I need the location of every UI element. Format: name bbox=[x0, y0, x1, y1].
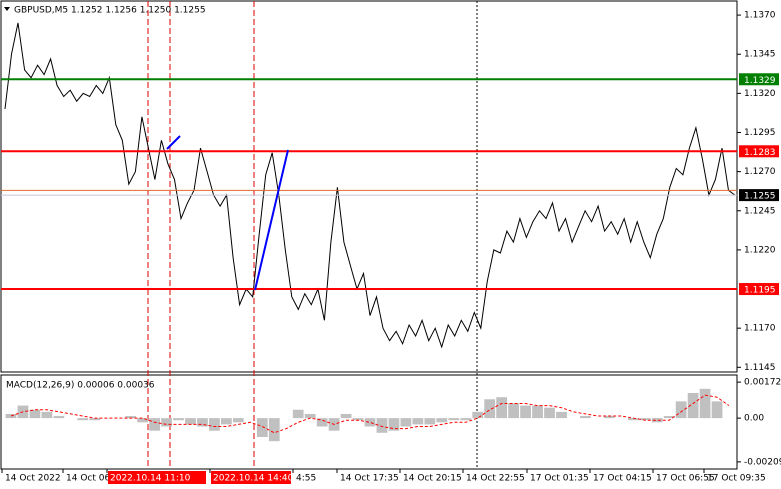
macd-bar bbox=[388, 418, 400, 431]
macd-bar bbox=[376, 418, 388, 433]
price-panel-frame bbox=[0, 0, 738, 373]
macd-bar bbox=[29, 409, 41, 419]
level-label-box bbox=[739, 145, 779, 158]
y-tick-label: 1.1320 bbox=[744, 89, 776, 99]
x-tick-label: 2022.10.14 14:40 bbox=[213, 474, 294, 484]
price-line bbox=[4, 22, 736, 349]
macd-bar bbox=[412, 418, 424, 425]
y-tick-label: 0.00 bbox=[744, 414, 764, 424]
level-label-box bbox=[739, 189, 779, 202]
macd-bar bbox=[472, 411, 484, 419]
macd-panel-frame bbox=[0, 374, 738, 470]
macd-bar bbox=[687, 393, 699, 419]
trend-line bbox=[254, 149, 289, 291]
macd-bar bbox=[41, 411, 53, 419]
level-label: 1.1195 bbox=[744, 286, 776, 296]
macd-bar bbox=[603, 416, 615, 419]
x-tick-label: 4:55 bbox=[296, 474, 316, 484]
macd-bar bbox=[316, 418, 328, 427]
macd-bar bbox=[484, 399, 496, 419]
y-tick-label: 1.1295 bbox=[744, 128, 776, 138]
macd-bar bbox=[268, 418, 280, 442]
y-tick-label: -0.00209 bbox=[744, 457, 781, 467]
x-label-box bbox=[211, 471, 291, 484]
macd-panel: 0.00172 0.00 -0.00209 bbox=[5, 378, 781, 467]
y-tick-label: 1.1270 bbox=[744, 167, 776, 177]
macd-bar bbox=[436, 418, 448, 423]
macd-bar bbox=[232, 418, 244, 423]
macd-bar bbox=[496, 397, 508, 419]
macd-bar bbox=[209, 418, 220, 431]
x-axis: 14 Oct 2022 14 Oct 06 2022.10.14 11:10 2022… bbox=[1, 469, 766, 484]
macd-bar bbox=[149, 418, 160, 431]
macd-bar bbox=[424, 418, 436, 425]
level-label: 1.1255 bbox=[744, 192, 776, 202]
y-tick-label: 0.00172 bbox=[744, 378, 781, 388]
macd-bar bbox=[556, 411, 567, 419]
level-label-box bbox=[739, 73, 779, 86]
macd-bar bbox=[185, 418, 196, 425]
trend-line bbox=[166, 135, 181, 150]
macd-bar bbox=[675, 401, 687, 419]
y-tick-label: 1.1370 bbox=[744, 11, 776, 21]
macd-bar bbox=[53, 416, 65, 419]
macd-bar bbox=[460, 418, 472, 421]
macd-bar bbox=[340, 413, 352, 419]
x-tick-label: 14 Oct 20:15 bbox=[403, 474, 462, 484]
price-panel: 1.1370 1.1345 1.1320 1.1295 1.1270 1.1245 1.12… bbox=[1, 11, 779, 373]
macd-bar bbox=[352, 418, 364, 421]
x-tick-label: 14 Oct 2022 bbox=[5, 474, 61, 484]
macd-bar bbox=[711, 401, 723, 419]
macd-bar bbox=[639, 418, 651, 421]
macd-bar bbox=[173, 418, 184, 421]
y-tick-label: 1.1220 bbox=[744, 245, 776, 255]
level-label: 1.1283 bbox=[744, 148, 776, 158]
macd-bar bbox=[161, 418, 172, 427]
macd-bar bbox=[580, 416, 591, 419]
macd-bar bbox=[5, 413, 17, 419]
level-label: 1.1329 bbox=[744, 76, 776, 86]
macd-bar bbox=[221, 418, 232, 425]
macd-bar bbox=[256, 418, 268, 437]
y-tick-label: 1.1245 bbox=[744, 206, 776, 216]
x-tick-label: 17 Oct 09:35 bbox=[707, 474, 766, 484]
x-tick-label: 14 Oct 06 bbox=[66, 474, 110, 484]
macd-bar bbox=[137, 418, 149, 423]
y-tick-label: 1.1170 bbox=[744, 324, 776, 334]
macd-bar bbox=[627, 418, 639, 421]
x-label-box bbox=[108, 471, 206, 484]
macd-bar bbox=[544, 407, 555, 419]
macd-bar bbox=[125, 416, 137, 419]
macd-bar bbox=[699, 388, 711, 419]
x-tick-label: 2022.10.14 11:10 bbox=[110, 474, 191, 484]
x-tick-label: 17 Oct 01:35 bbox=[530, 474, 589, 484]
y-tick-label: 1.1145 bbox=[744, 363, 776, 373]
x-tick-label: 17 Oct 06:55 bbox=[656, 474, 715, 484]
y-tick-label: 1.1345 bbox=[744, 50, 776, 60]
signal-line bbox=[10, 394, 730, 434]
macd-bar bbox=[292, 409, 304, 419]
macd-bar bbox=[400, 418, 412, 427]
macd-bar bbox=[89, 418, 101, 421]
macd-bar bbox=[448, 418, 460, 421]
macd-bar bbox=[532, 405, 543, 419]
macd-bar bbox=[77, 418, 89, 421]
level-label-box bbox=[739, 283, 779, 296]
macd-bar bbox=[663, 416, 675, 419]
macd-bar bbox=[197, 418, 208, 427]
macd-bar bbox=[520, 405, 531, 419]
macd-bar bbox=[304, 413, 316, 419]
x-tick-label: 14 Oct 17:35 bbox=[340, 474, 399, 484]
x-tick-label: 17 Oct 04:15 bbox=[593, 474, 652, 484]
macd-bar bbox=[508, 403, 519, 419]
x-tick-label: 14 Oct 22:55 bbox=[466, 474, 525, 484]
macd-bar bbox=[651, 418, 663, 423]
macd-title: MACD(12,26,9) 0.00006 0.00036 bbox=[6, 381, 155, 391]
price-title: GBPUSD,M5 1.1252 1.1256 1.1250 1.1255 bbox=[14, 6, 206, 16]
macd-bar bbox=[364, 418, 376, 427]
title-arrow bbox=[4, 7, 10, 11]
